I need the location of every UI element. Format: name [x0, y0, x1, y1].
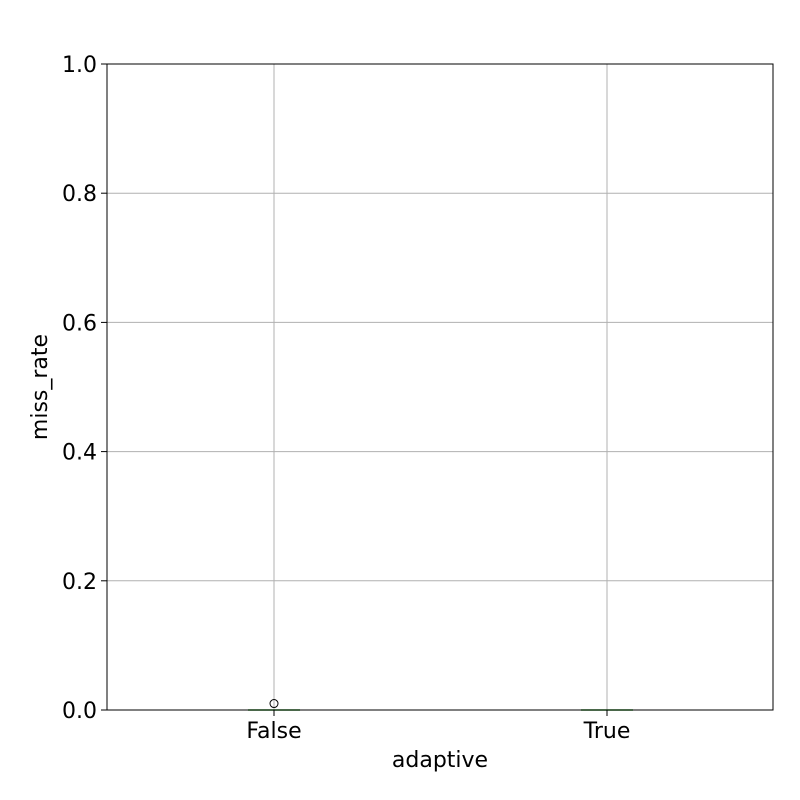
x-tick-label: False [246, 719, 301, 744]
y-tick-label: 0.0 [62, 699, 97, 724]
y-tick-label: 1.0 [62, 53, 97, 78]
y-tick-label: 0.4 [62, 441, 97, 466]
x-axis-ticks: False True [246, 710, 630, 744]
boxes [247, 699, 634, 711]
plot-frame [106, 63, 774, 711]
box-outlier-point [269, 699, 279, 709]
y-tick-label: 0.8 [62, 182, 97, 207]
y-axis-ticks: 0.0 0.2 0.4 0.6 0.8 1.0 [62, 53, 107, 724]
y-axis-label: miss_rate [28, 334, 53, 440]
gridlines [107, 63, 773, 711]
x-tick-label: True [583, 719, 631, 744]
x-axis-label: adaptive [392, 748, 488, 773]
y-tick-label: 0.2 [62, 570, 97, 595]
y-tick-label: 0.6 [62, 311, 97, 336]
